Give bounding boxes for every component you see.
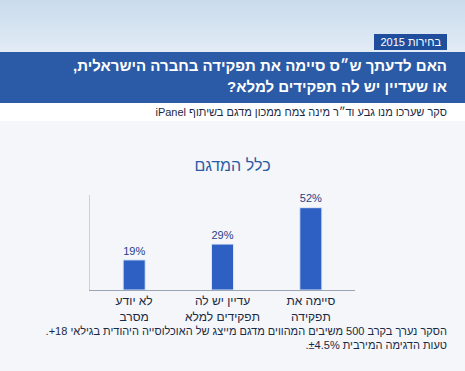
- html-text:טעות הדגימה המירבית ±4.5%.: טעות הדגימה המירבית ±4.5%.: [305, 339, 447, 351]
- svg-text:לא יודעמסרב: לא יודעמסרב: [116, 294, 153, 324]
- html-text:סקר שערכו מנו גבע וד״ר מינה צמ: סקר שערכו מנו גבע וד״ר מינה צמח ממכון מד…: [155, 106, 447, 118]
- svg-text:סיימה אתתפקידה: סיימה אתתפקידה: [286, 294, 335, 324]
- html-text:בחירות 2015: בחירות 2015: [380, 36, 441, 48]
- svg-text:כלל המדגם: כלל המדגם: [194, 157, 270, 174]
- svg-text:19%: 19%: [123, 245, 145, 257]
- html-text:הסקר נערך בקרב 500 משיבים המהו: הסקר נערך בקרב 500 משיבים המהווים מדגם מ…: [45, 325, 447, 337]
- svg-text:29%: 29%: [211, 229, 233, 241]
- svg-text:52%: 52%: [300, 192, 322, 204]
- svg-text:עדיין יש להתפקידים למלא: עדיין יש להתפקידים למלא: [185, 294, 260, 324]
- html-text:האם לדעתך ש״ס סיימה את תפקידה: האם לדעתך ש״ס סיימה את תפקידה בחברה הישר…: [73, 57, 447, 95]
